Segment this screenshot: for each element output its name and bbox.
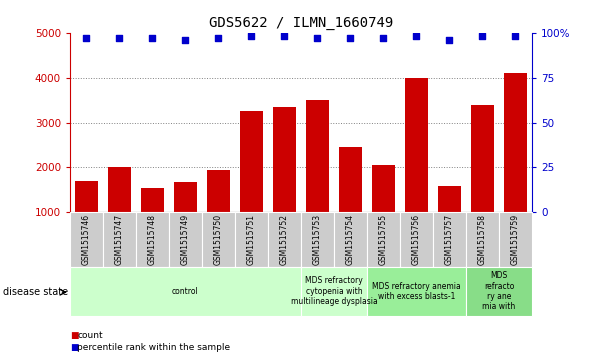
Bar [75, 181, 98, 212]
Point [444, 37, 454, 43]
FancyBboxPatch shape [169, 212, 202, 267]
Title: GDS5622 / ILMN_1660749: GDS5622 / ILMN_1660749 [209, 16, 393, 30]
Point [313, 35, 322, 41]
Text: count: count [77, 331, 103, 340]
Point [280, 33, 289, 39]
Text: GSM1515756: GSM1515756 [412, 214, 421, 265]
Point [81, 35, 91, 41]
FancyBboxPatch shape [70, 267, 301, 316]
FancyBboxPatch shape [334, 212, 367, 267]
Bar [438, 186, 461, 212]
Bar [273, 107, 296, 212]
Bar [141, 188, 164, 212]
Bar [504, 73, 527, 212]
FancyBboxPatch shape [433, 212, 466, 267]
Text: MDS refractory
cytopenia with
multilineage dysplasia: MDS refractory cytopenia with multilinea… [291, 276, 378, 306]
FancyBboxPatch shape [268, 212, 301, 267]
Bar [405, 78, 428, 212]
Text: percentile rank within the sample: percentile rank within the sample [77, 343, 230, 352]
Bar [174, 182, 197, 212]
FancyBboxPatch shape [499, 212, 532, 267]
Bar [306, 100, 329, 212]
Text: MDS
refracto
ry ane
mia with: MDS refracto ry ane mia with [482, 271, 516, 311]
Bar [207, 170, 230, 212]
FancyBboxPatch shape [301, 212, 334, 267]
FancyBboxPatch shape [400, 212, 433, 267]
Bar [339, 147, 362, 212]
Text: GSM1515757: GSM1515757 [445, 214, 454, 265]
FancyBboxPatch shape [466, 267, 532, 316]
Bar [372, 165, 395, 212]
Text: MDS refractory anemia
with excess blasts-1: MDS refractory anemia with excess blasts… [372, 282, 461, 301]
Text: disease state: disease state [3, 287, 68, 297]
Bar [471, 105, 494, 212]
Text: GSM1515758: GSM1515758 [478, 214, 487, 265]
Text: GSM1515751: GSM1515751 [247, 214, 256, 265]
Bar [108, 167, 131, 212]
Text: GSM1515752: GSM1515752 [280, 214, 289, 265]
Point [478, 33, 488, 39]
Point [345, 35, 355, 41]
Text: GSM1515746: GSM1515746 [82, 214, 91, 265]
Text: GSM1515747: GSM1515747 [115, 214, 124, 265]
Point [181, 37, 190, 43]
Text: ■: ■ [70, 331, 78, 340]
FancyBboxPatch shape [367, 212, 400, 267]
Text: GSM1515749: GSM1515749 [181, 214, 190, 265]
FancyBboxPatch shape [202, 212, 235, 267]
Text: GSM1515759: GSM1515759 [511, 214, 520, 265]
Text: GSM1515753: GSM1515753 [313, 214, 322, 265]
Point [114, 35, 124, 41]
FancyBboxPatch shape [136, 212, 169, 267]
Point [511, 33, 520, 39]
FancyBboxPatch shape [70, 212, 103, 267]
FancyBboxPatch shape [466, 212, 499, 267]
FancyBboxPatch shape [103, 212, 136, 267]
Text: GSM1515754: GSM1515754 [346, 214, 355, 265]
Text: control: control [172, 287, 199, 296]
Point [379, 35, 389, 41]
Text: GSM1515748: GSM1515748 [148, 214, 157, 265]
FancyBboxPatch shape [235, 212, 268, 267]
Text: GSM1515750: GSM1515750 [214, 214, 223, 265]
FancyBboxPatch shape [367, 267, 466, 316]
Text: GSM1515755: GSM1515755 [379, 214, 388, 265]
Point [412, 33, 421, 39]
Text: ■: ■ [70, 343, 78, 352]
Point [213, 35, 223, 41]
Bar [240, 111, 263, 212]
Point [247, 33, 257, 39]
FancyBboxPatch shape [301, 267, 367, 316]
Point [148, 35, 157, 41]
